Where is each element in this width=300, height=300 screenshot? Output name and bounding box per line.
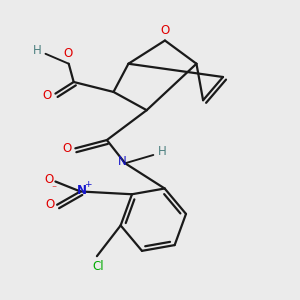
Text: O: O	[160, 24, 170, 37]
Text: +: +	[84, 180, 92, 189]
Text: O: O	[43, 89, 52, 102]
Text: N: N	[77, 184, 87, 197]
Text: O: O	[62, 142, 72, 155]
Text: N: N	[117, 155, 126, 168]
Text: Cl: Cl	[93, 260, 104, 273]
Text: O: O	[63, 47, 72, 60]
Text: H: H	[158, 145, 167, 158]
Text: O: O	[46, 198, 55, 211]
Text: O: O	[44, 173, 53, 186]
Text: ⁻: ⁻	[51, 184, 56, 194]
Text: H: H	[33, 44, 42, 57]
